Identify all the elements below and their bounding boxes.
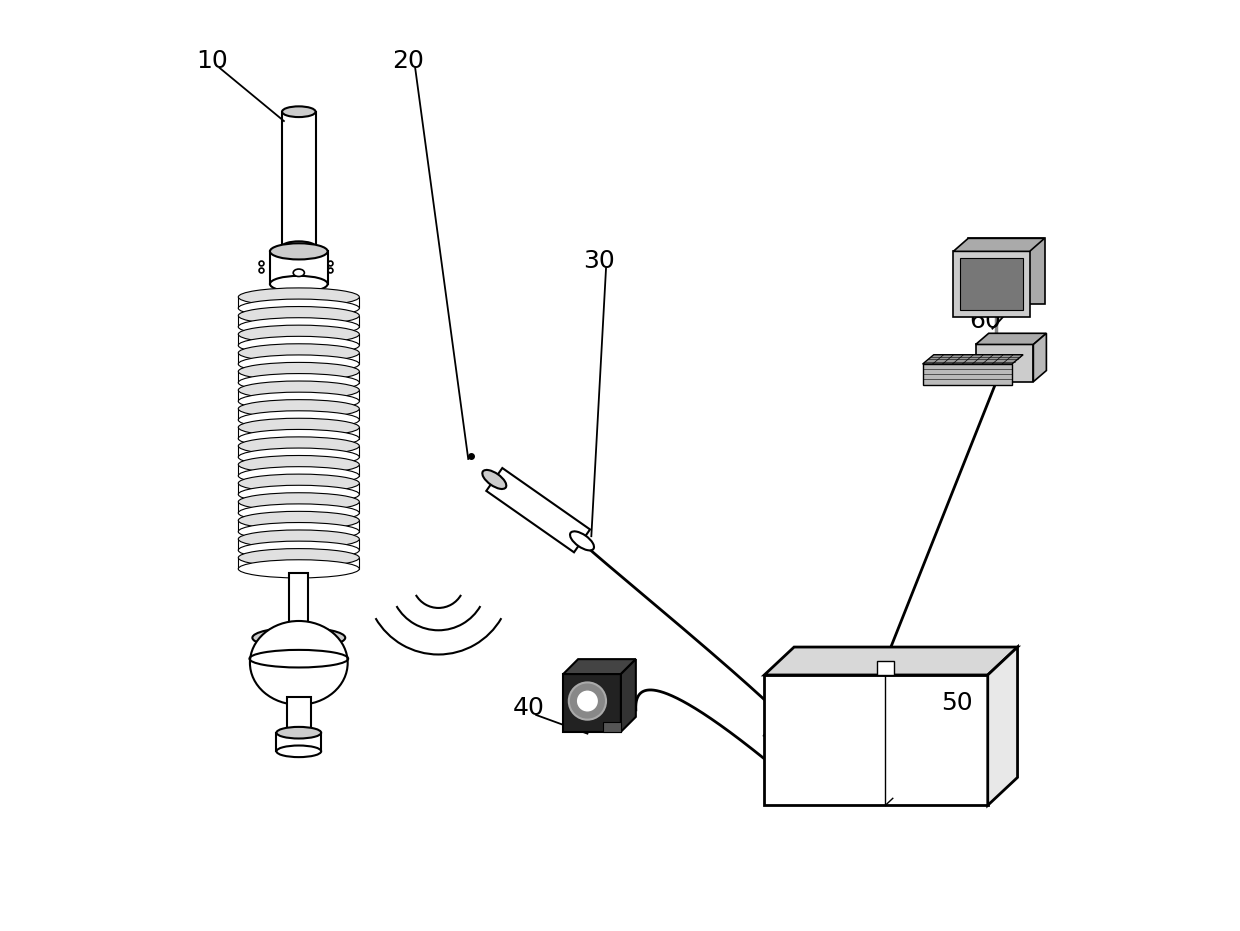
Polygon shape	[1033, 333, 1047, 382]
Ellipse shape	[238, 355, 360, 373]
Ellipse shape	[238, 317, 360, 336]
Ellipse shape	[238, 418, 360, 437]
Polygon shape	[238, 520, 360, 532]
Ellipse shape	[238, 325, 360, 344]
Polygon shape	[238, 353, 360, 364]
Polygon shape	[286, 697, 311, 733]
Polygon shape	[238, 483, 360, 494]
Ellipse shape	[238, 504, 360, 522]
Ellipse shape	[570, 532, 594, 550]
Ellipse shape	[482, 470, 506, 489]
Polygon shape	[960, 258, 1023, 310]
Text: 50: 50	[941, 691, 973, 715]
Ellipse shape	[238, 455, 360, 474]
Ellipse shape	[270, 276, 327, 292]
Ellipse shape	[281, 241, 315, 252]
Polygon shape	[563, 659, 636, 674]
Ellipse shape	[238, 373, 360, 392]
Ellipse shape	[238, 466, 360, 485]
Text: 20: 20	[392, 48, 424, 73]
Ellipse shape	[238, 344, 360, 362]
Ellipse shape	[238, 299, 360, 317]
Polygon shape	[277, 733, 321, 751]
Ellipse shape	[238, 288, 360, 306]
Ellipse shape	[238, 381, 360, 399]
Ellipse shape	[270, 243, 327, 260]
Polygon shape	[238, 297, 360, 308]
Polygon shape	[968, 238, 1044, 304]
Ellipse shape	[238, 548, 360, 567]
Text: 40: 40	[513, 695, 544, 720]
Ellipse shape	[238, 306, 360, 325]
Ellipse shape	[569, 682, 606, 720]
Ellipse shape	[238, 560, 360, 578]
Ellipse shape	[293, 269, 304, 277]
Polygon shape	[976, 333, 1047, 344]
Polygon shape	[486, 468, 590, 552]
Ellipse shape	[238, 474, 360, 492]
Polygon shape	[289, 573, 308, 638]
Polygon shape	[988, 647, 1018, 805]
Polygon shape	[238, 558, 360, 569]
Ellipse shape	[238, 485, 360, 504]
Polygon shape	[238, 316, 360, 327]
Ellipse shape	[238, 448, 360, 466]
Ellipse shape	[238, 429, 360, 448]
Polygon shape	[954, 251, 1029, 317]
Polygon shape	[238, 539, 360, 550]
Ellipse shape	[277, 727, 321, 738]
Ellipse shape	[281, 106, 315, 117]
Polygon shape	[238, 465, 360, 476]
Ellipse shape	[238, 362, 360, 381]
Text: 30: 30	[583, 249, 615, 273]
Polygon shape	[976, 344, 1033, 382]
Polygon shape	[877, 661, 894, 675]
Polygon shape	[238, 390, 360, 401]
Ellipse shape	[577, 690, 599, 712]
Polygon shape	[238, 409, 360, 420]
Ellipse shape	[238, 399, 360, 418]
Polygon shape	[764, 675, 988, 805]
Ellipse shape	[238, 392, 360, 411]
Ellipse shape	[238, 541, 360, 560]
Polygon shape	[281, 112, 315, 247]
Ellipse shape	[238, 336, 360, 355]
Ellipse shape	[238, 437, 360, 455]
Polygon shape	[954, 238, 1044, 251]
Ellipse shape	[253, 627, 345, 648]
Ellipse shape	[238, 492, 360, 511]
Ellipse shape	[238, 530, 360, 548]
Text: 60: 60	[970, 309, 1001, 333]
Polygon shape	[238, 371, 360, 383]
Polygon shape	[238, 427, 360, 439]
Polygon shape	[238, 446, 360, 457]
Ellipse shape	[238, 411, 360, 429]
Polygon shape	[923, 355, 1023, 364]
Polygon shape	[238, 334, 360, 345]
Polygon shape	[270, 251, 327, 284]
Polygon shape	[621, 659, 636, 732]
Ellipse shape	[238, 522, 360, 541]
Polygon shape	[563, 674, 621, 732]
Text: 10: 10	[196, 48, 228, 73]
Polygon shape	[238, 502, 360, 513]
Ellipse shape	[238, 511, 360, 530]
Ellipse shape	[277, 746, 321, 757]
Polygon shape	[923, 364, 1012, 385]
Polygon shape	[603, 722, 621, 732]
Ellipse shape	[250, 621, 347, 705]
Polygon shape	[764, 647, 1018, 675]
